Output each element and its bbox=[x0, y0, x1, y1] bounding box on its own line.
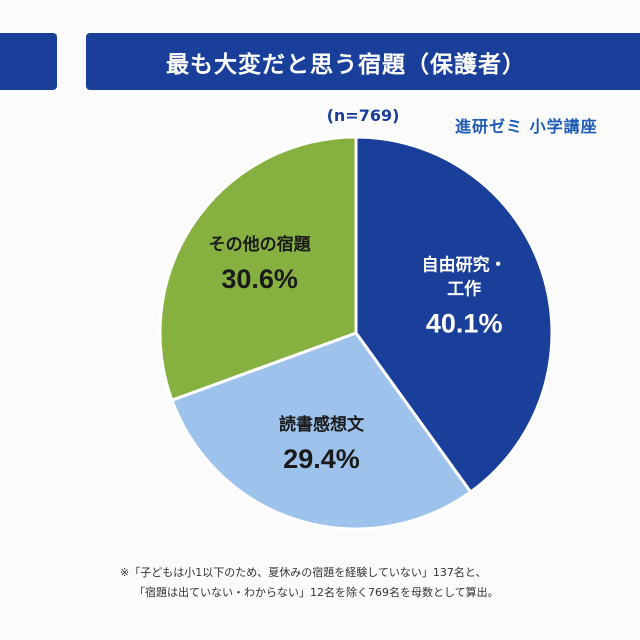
pie-label-group-3: その他の宿題 30.6% bbox=[209, 234, 312, 294]
footnote-line-2: 「宿題は出ていない・わからない」12名を除く769名を母数として算出。 bbox=[134, 586, 499, 599]
pie-slice-1 bbox=[354, 135, 554, 494]
pie-label-2-line-1: 読書感想文 bbox=[279, 414, 365, 435]
brand-logo-text: 進研ゼミ 小学講座 bbox=[455, 117, 598, 136]
footnote: ※「子どもは小1以下のため、夏休みの宿題を経験していない」137名と、 「宿題は… bbox=[120, 563, 600, 603]
footnote-line-1: ※「子どもは小1以下のため、夏休みの宿題を経験していない」137名と、 bbox=[120, 566, 487, 579]
pie-value-label-3: 30.6% bbox=[221, 264, 298, 294]
pie-label-1-line-1: 自由研究・ bbox=[422, 255, 507, 276]
pie-slice-3 bbox=[158, 135, 358, 402]
sample-size-label: (n=769) bbox=[326, 106, 400, 125]
left-banner-decoration bbox=[0, 33, 57, 90]
pie-slice-2 bbox=[170, 331, 473, 531]
chart-title: 最も大変だと思う宿題（保護者） bbox=[166, 51, 526, 78]
chart-title-banner: 最も大変だと思う宿題（保護者） bbox=[86, 33, 640, 90]
pie-label-group-1: 自由研究・工作 40.1% bbox=[422, 255, 507, 339]
pie-label-group-2: 読書感想文 29.4% bbox=[279, 414, 365, 474]
pie-value-label-2: 29.4% bbox=[283, 444, 360, 474]
pie-label-1-line-2: 工作 bbox=[447, 279, 481, 300]
pie-value-label-1: 40.1% bbox=[426, 309, 503, 339]
pie-label-3-line-1: その他の宿題 bbox=[209, 234, 312, 255]
